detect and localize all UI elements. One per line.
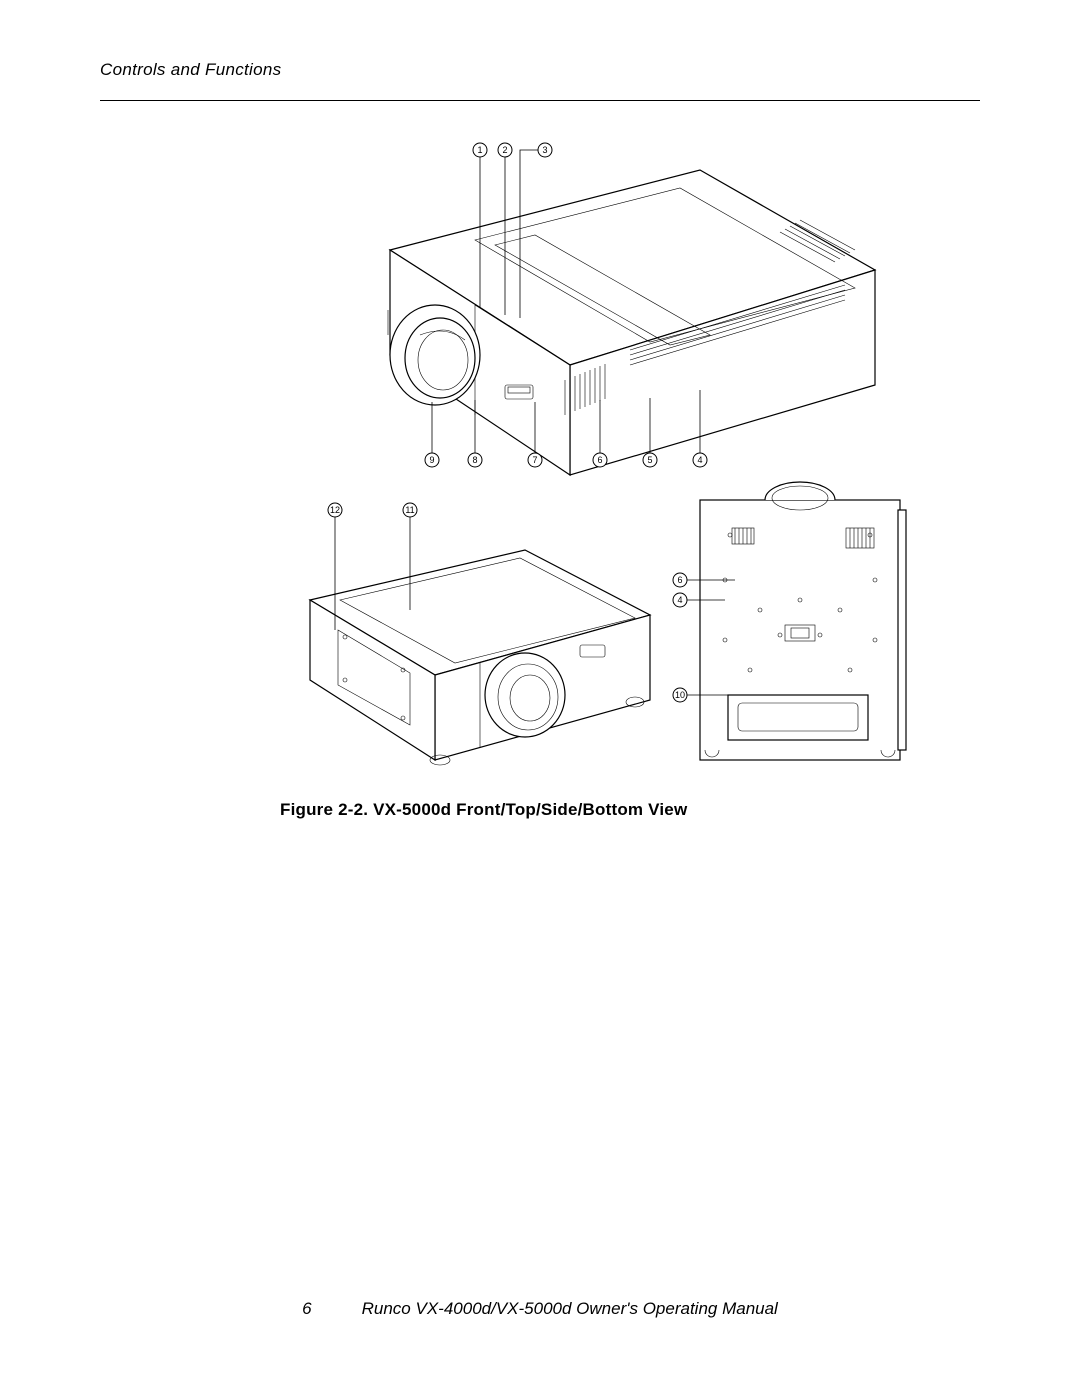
callout-number: 6	[597, 455, 602, 465]
callout-number: 9	[429, 455, 434, 465]
header-rule	[100, 100, 980, 101]
bottom-plan-view	[687, 482, 906, 760]
callout-number: 7	[532, 455, 537, 465]
projector-views-svg: 12398765412116410	[280, 140, 920, 780]
manual-title: Runco VX-4000d/VX-5000d Owner's Operatin…	[362, 1299, 778, 1319]
callout-number: 5	[647, 455, 652, 465]
callout-number: 11	[405, 505, 414, 515]
callout-number: 4	[697, 455, 702, 465]
section-title-text: Controls and Functions	[100, 60, 281, 79]
page-footer: 6 Runco VX-4000d/VX-5000d Owner's Operat…	[100, 1299, 980, 1319]
figure-diagram: 12398765412116410	[280, 140, 920, 780]
side-iso-view	[310, 517, 650, 765]
callout-number: 6	[677, 575, 682, 585]
callout-number: 1	[477, 145, 482, 155]
callout-number: 8	[472, 455, 477, 465]
callout-number: 12	[330, 505, 340, 515]
page-number: 6	[302, 1299, 311, 1319]
section-header: Controls and Functions	[100, 60, 980, 80]
callout-number: 3	[542, 145, 547, 155]
callout-number: 4	[677, 595, 682, 605]
figure-caption-text: Figure 2-2. VX-5000d Front/Top/Side/Bott…	[280, 800, 687, 819]
main-iso-view	[388, 150, 875, 475]
callout-number: 2	[502, 145, 507, 155]
callout-number: 10	[675, 690, 685, 700]
figure-caption: Figure 2-2. VX-5000d Front/Top/Side/Bott…	[280, 800, 687, 820]
